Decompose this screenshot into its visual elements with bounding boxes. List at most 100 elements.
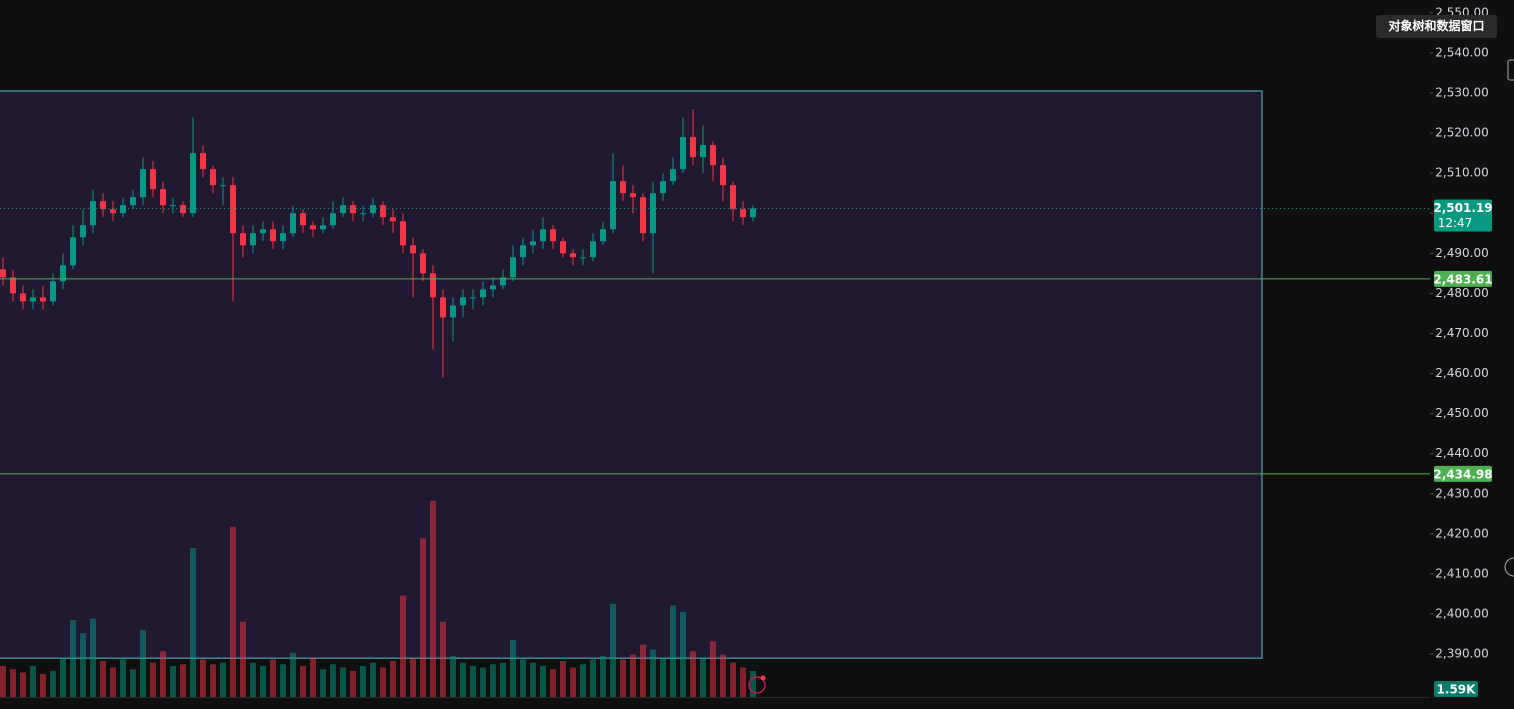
y-tick-label: 2,460.00 xyxy=(1435,366,1488,380)
candle-body xyxy=(700,145,706,158)
candle-body xyxy=(540,229,546,242)
candle-body xyxy=(670,169,676,182)
candle-body xyxy=(30,297,36,302)
volume-bar xyxy=(360,665,366,697)
volume-bar xyxy=(210,664,216,697)
volume-bar xyxy=(310,657,316,697)
side-icon[interactable] xyxy=(1504,557,1514,577)
volume-bar xyxy=(350,670,356,697)
volume-bar xyxy=(420,538,426,697)
candle-body xyxy=(100,201,106,210)
volume-bar xyxy=(230,526,236,697)
side-icon[interactable] xyxy=(1507,59,1514,81)
candle-body xyxy=(480,289,486,298)
volume-bar xyxy=(550,669,556,697)
candle-body xyxy=(470,297,476,299)
y-tick-label: 2,490.00 xyxy=(1435,246,1488,260)
volume-bar xyxy=(490,664,496,697)
volume-bar xyxy=(380,667,386,697)
price-axis-bg xyxy=(1430,0,1514,709)
line-label: 2,434.98 xyxy=(1433,467,1492,481)
candle-body xyxy=(660,181,666,194)
candle-body xyxy=(140,169,146,198)
volume-bar xyxy=(690,651,696,697)
candle-body xyxy=(280,233,286,242)
y-tick-label: 2,530.00 xyxy=(1435,85,1488,99)
candle-body xyxy=(200,153,206,170)
volume-bar xyxy=(460,662,466,697)
icon-dot xyxy=(760,675,766,681)
candle-body xyxy=(10,277,16,294)
line-label-bg xyxy=(1434,270,1492,287)
candle-body xyxy=(750,208,756,218)
candle-body xyxy=(630,193,636,198)
candle-body xyxy=(70,237,76,266)
candle-body xyxy=(210,169,216,186)
candle-body xyxy=(500,277,506,286)
candle-body xyxy=(530,241,536,246)
volume-bar xyxy=(570,667,576,697)
volume-bar xyxy=(470,665,476,697)
candle-body xyxy=(400,221,406,246)
volume-bar xyxy=(60,657,66,697)
volume-bar xyxy=(370,662,376,697)
line-label-bg xyxy=(1434,465,1492,482)
volume-bar xyxy=(410,657,416,697)
candle-body xyxy=(380,205,386,218)
candle-body xyxy=(20,293,26,302)
volume-bar xyxy=(630,654,636,697)
candle-body xyxy=(590,241,596,258)
lightning-icon[interactable] xyxy=(748,675,766,694)
volume-bar xyxy=(330,664,336,697)
candle-body xyxy=(270,229,276,242)
volume-bar xyxy=(300,665,306,697)
volume-bar xyxy=(70,620,76,697)
candle-body xyxy=(640,197,646,234)
volume-bar xyxy=(430,500,436,697)
volume-bar xyxy=(660,657,666,697)
candle-body xyxy=(50,281,56,302)
candle-body xyxy=(40,297,46,302)
volume-bar xyxy=(590,659,596,697)
volume-bar xyxy=(50,670,56,697)
volume-bar xyxy=(400,595,406,697)
volume-bar xyxy=(0,665,6,697)
candle-body xyxy=(90,201,96,226)
candle-body xyxy=(250,233,256,246)
candle-body xyxy=(740,209,746,218)
candle-body xyxy=(620,181,626,194)
volume-bar xyxy=(610,603,616,697)
volume-bar xyxy=(200,659,206,697)
volume-label: 1.59K xyxy=(1437,683,1477,697)
volume-bar xyxy=(100,661,106,697)
y-tick-label: 2,480.00 xyxy=(1435,286,1488,300)
volume-bar xyxy=(560,661,566,697)
range-box xyxy=(0,90,1263,659)
candle-body xyxy=(730,185,736,210)
volume-bar xyxy=(20,672,26,697)
candle-body xyxy=(230,185,236,234)
volume-bar xyxy=(640,644,646,697)
last-price-bg xyxy=(1434,199,1492,232)
candle-body xyxy=(180,205,186,214)
volume-bar xyxy=(480,667,486,697)
candle-body xyxy=(570,253,576,258)
line-label: 2,483.61 xyxy=(1433,272,1492,286)
y-tick-label: 2,410.00 xyxy=(1435,566,1488,580)
volume-bar xyxy=(130,669,136,697)
volume-bar xyxy=(540,665,546,697)
volume-bar xyxy=(250,662,256,697)
candle-body xyxy=(650,193,656,234)
candle-body xyxy=(260,229,266,234)
y-tick-label: 2,520.00 xyxy=(1435,126,1488,140)
volume-bar xyxy=(450,656,456,697)
volume-bar xyxy=(730,662,736,697)
volume-bar xyxy=(270,659,276,697)
candle-body xyxy=(510,257,516,278)
candle-body xyxy=(120,205,126,214)
candle-body xyxy=(170,205,176,207)
last-price-label: 2,501.19 xyxy=(1433,201,1492,215)
candle-body xyxy=(410,245,416,254)
icon-ring xyxy=(748,676,766,694)
candle-body xyxy=(360,213,366,215)
